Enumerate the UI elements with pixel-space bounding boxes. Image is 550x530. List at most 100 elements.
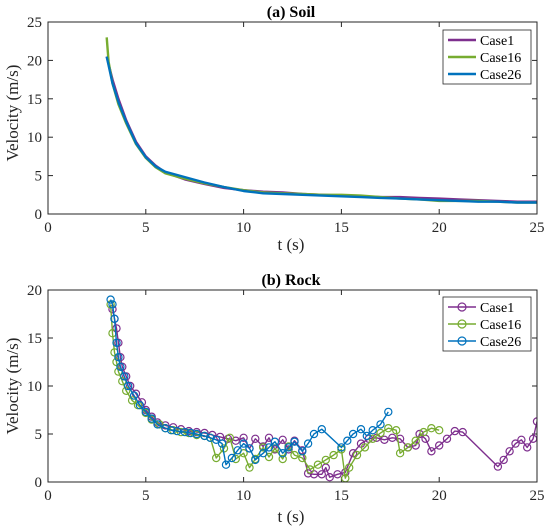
data-point bbox=[303, 439, 313, 448]
plot-area bbox=[105, 37, 537, 204]
data-point bbox=[278, 435, 287, 444]
data-point bbox=[309, 429, 319, 439]
data-point bbox=[264, 452, 274, 462]
data-point bbox=[278, 454, 287, 464]
data-point bbox=[221, 460, 231, 469]
x-tick-label: 10 bbox=[236, 220, 251, 236]
chart-panel-rock: (b) Rock Velocity (m/s) t (s) 0 5 10 15 20 25… bbox=[3, 272, 545, 526]
data-point bbox=[200, 431, 209, 441]
data-point bbox=[435, 441, 444, 450]
y-tick-label: 20 bbox=[27, 283, 42, 299]
data-point bbox=[435, 426, 444, 435]
data-point bbox=[114, 353, 123, 362]
data-point bbox=[450, 426, 459, 436]
series-line-case26 bbox=[105, 56, 537, 204]
x-tick-label: 5 bbox=[142, 220, 150, 236]
data-point bbox=[227, 453, 237, 463]
data-point bbox=[313, 460, 323, 469]
data-point bbox=[345, 463, 354, 472]
data-point bbox=[384, 424, 393, 433]
data-point bbox=[368, 426, 377, 435]
legend-marker bbox=[457, 302, 467, 312]
data-point bbox=[352, 450, 362, 460]
data-point bbox=[337, 443, 346, 452]
x-tick-label: 15 bbox=[334, 488, 349, 504]
data-point bbox=[123, 381, 133, 391]
data-point bbox=[192, 429, 201, 439]
y-tick-label: 25 bbox=[27, 15, 42, 31]
data-point bbox=[127, 396, 137, 405]
data-point bbox=[112, 338, 121, 347]
x-tick-label: 5 bbox=[142, 488, 150, 504]
y-tick-label: 0 bbox=[35, 207, 43, 223]
data-point bbox=[259, 449, 268, 458]
data-point bbox=[333, 470, 342, 479]
data-point bbox=[419, 427, 428, 437]
data-point bbox=[343, 436, 352, 445]
y-axis-title: Velocity (m/s) bbox=[3, 65, 22, 162]
data-point bbox=[388, 433, 397, 442]
data-point bbox=[259, 443, 268, 452]
data-point bbox=[116, 362, 125, 371]
x-tick-label: 25 bbox=[530, 220, 545, 236]
data-point bbox=[362, 431, 371, 441]
data-point bbox=[305, 465, 315, 474]
data-point bbox=[251, 455, 260, 465]
data-point bbox=[166, 426, 176, 435]
data-point bbox=[325, 473, 334, 482]
legend-label: Case1 bbox=[480, 34, 514, 49]
data-point bbox=[270, 437, 280, 446]
data-point bbox=[251, 434, 260, 443]
x-tick-label: 25 bbox=[530, 488, 545, 504]
data-point bbox=[110, 314, 119, 323]
data-point bbox=[129, 391, 139, 400]
legend-label: Case26 bbox=[480, 335, 521, 350]
axis-ticks: 0 5 10 15 20 25 0 5 10 15 20 bbox=[27, 283, 545, 504]
data-point bbox=[458, 427, 467, 437]
y-tick-label: 5 bbox=[35, 427, 43, 443]
data-point bbox=[505, 447, 514, 456]
data-point bbox=[141, 407, 150, 417]
data-point bbox=[511, 439, 520, 448]
data-point bbox=[206, 433, 215, 442]
legend-label: Case16 bbox=[480, 318, 521, 333]
data-point bbox=[427, 447, 436, 456]
legend-marker bbox=[457, 319, 467, 329]
y-tick-label: 15 bbox=[27, 331, 42, 347]
chart-title: (a) Soil bbox=[267, 4, 316, 21]
x-tick-label: 20 bbox=[432, 488, 447, 504]
data-point bbox=[411, 441, 420, 450]
data-point bbox=[239, 433, 248, 442]
data-point bbox=[278, 449, 287, 458]
data-point bbox=[321, 455, 330, 465]
data-point bbox=[523, 443, 532, 452]
data-point bbox=[392, 426, 401, 435]
x-tick-label: 15 bbox=[334, 220, 349, 236]
data-point bbox=[303, 469, 313, 478]
data-point bbox=[180, 427, 190, 437]
y-tick-label: 5 bbox=[35, 169, 43, 185]
data-point bbox=[186, 428, 195, 438]
data-point bbox=[135, 401, 145, 410]
axis-ticks: 0 5 10 15 20 25 0 5 10 15 20 25 bbox=[27, 15, 545, 236]
data-point bbox=[264, 443, 274, 452]
data-point bbox=[403, 443, 413, 452]
data-point bbox=[376, 420, 385, 429]
legend-label: Case1 bbox=[480, 301, 514, 316]
y-tick-label: 20 bbox=[27, 53, 42, 69]
data-point bbox=[298, 447, 307, 456]
data-point bbox=[172, 426, 182, 436]
data-point bbox=[290, 437, 299, 446]
data-point bbox=[395, 449, 405, 458]
y-tick-label: 0 bbox=[35, 475, 43, 491]
data-point bbox=[147, 414, 156, 423]
data-point bbox=[380, 435, 389, 444]
chart-title: (b) Rock bbox=[261, 272, 320, 289]
data-point bbox=[384, 407, 393, 417]
data-point bbox=[290, 450, 299, 460]
x-tick-label: 0 bbox=[44, 488, 52, 504]
axes-frame bbox=[47, 21, 538, 215]
data-point bbox=[245, 444, 254, 453]
data-point bbox=[348, 449, 358, 458]
data-point bbox=[211, 453, 221, 463]
